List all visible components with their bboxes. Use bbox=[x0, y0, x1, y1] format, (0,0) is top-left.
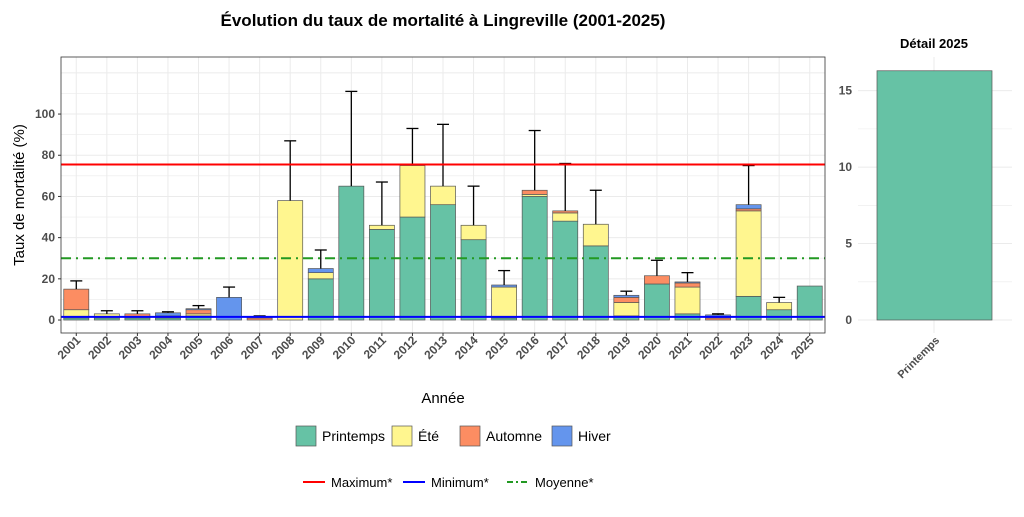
legend-label-printemps: Printemps bbox=[322, 428, 385, 444]
x-tick-label: 2020 bbox=[635, 333, 664, 362]
x-tick-label: Printemps bbox=[896, 335, 943, 382]
legend-label-maximum: Maximum* bbox=[331, 475, 392, 490]
bar-printemps-2024 bbox=[766, 309, 793, 321]
y-tick-label: 100 bbox=[35, 107, 55, 121]
legend-key-automne bbox=[459, 425, 481, 447]
x-tick-label: 2007 bbox=[238, 333, 267, 362]
bar-été-2011 bbox=[369, 224, 395, 230]
bar-automne-2005 bbox=[185, 309, 212, 315]
x-tick-label: 2013 bbox=[421, 333, 450, 362]
plot-border bbox=[60, 56, 826, 334]
y-tick-label: 20 bbox=[42, 272, 56, 286]
bar-été-2019 bbox=[613, 302, 640, 317]
bar-hiver-2019 bbox=[613, 294, 640, 298]
bar-été-2008 bbox=[277, 200, 304, 321]
bar-automne-2001 bbox=[63, 288, 90, 311]
bar-hiver-2004 bbox=[155, 312, 181, 317]
bar-printemps-2012 bbox=[399, 216, 426, 321]
x-tick-label: 2023 bbox=[727, 333, 756, 362]
bar-printemps-2010 bbox=[338, 185, 365, 321]
bar-hiver-2015 bbox=[491, 284, 517, 288]
x-tick-label: 2008 bbox=[269, 333, 298, 362]
bar-automne-2021 bbox=[674, 282, 701, 288]
x-tick-label: 2003 bbox=[116, 333, 145, 362]
legend-label-minimum: Minimum* bbox=[431, 475, 489, 490]
x-tick-label: 2022 bbox=[696, 333, 725, 362]
x-tick-label: 2010 bbox=[330, 333, 359, 362]
y-tick-label: 60 bbox=[42, 189, 56, 203]
y-axis-label: Taux de mortalité (%) bbox=[11, 124, 28, 266]
bar-été-2021 bbox=[674, 286, 701, 315]
x-tick-label: 2016 bbox=[513, 333, 542, 362]
bar-automne-2016 bbox=[521, 189, 548, 195]
main-plot: 0 20 40 60 80 100 2001 2002 2003 2004 2005 2006 2007… bbox=[35, 56, 826, 362]
bar-été-2014 bbox=[460, 224, 487, 241]
y-tick-label: 10 bbox=[839, 160, 853, 174]
bar-automne-2017 bbox=[552, 210, 579, 214]
bar-été-2018 bbox=[582, 223, 609, 247]
y-tick-label: 15 bbox=[839, 84, 853, 98]
x-tick-label: 2014 bbox=[452, 333, 481, 362]
y-tick-label: 40 bbox=[42, 231, 56, 245]
x-tick-label: 2018 bbox=[574, 333, 603, 362]
bar-hiver-2023 bbox=[735, 204, 762, 210]
x-tick-label: 2019 bbox=[605, 333, 634, 362]
bar-hiver-2021 bbox=[674, 281, 701, 284]
bar-automne-2020 bbox=[644, 275, 670, 285]
x-tick-label: 2015 bbox=[482, 333, 511, 362]
bar-printemps-2020 bbox=[644, 283, 670, 321]
reference-legend: Maximum* Minimum* Moyenne* bbox=[303, 475, 594, 490]
bar-été-2012 bbox=[399, 165, 426, 218]
x-tick-label: 2024 bbox=[757, 333, 786, 362]
bar-été-2017 bbox=[552, 212, 579, 222]
bar-hiver-2005 bbox=[185, 308, 212, 311]
x-tick-label: 2011 bbox=[361, 333, 390, 362]
x-tick-label: 2021 bbox=[666, 333, 695, 362]
bar-printemps-2018 bbox=[582, 245, 609, 321]
bar-printemps-2013 bbox=[430, 204, 456, 321]
y-tick-label: 0 bbox=[845, 313, 852, 327]
legend-label-été: Été bbox=[418, 428, 439, 444]
bar-été-2015 bbox=[491, 286, 517, 319]
x-tick-label: 2002 bbox=[85, 333, 114, 362]
bar-été-2023 bbox=[735, 210, 762, 297]
y-tick-label: 0 bbox=[48, 313, 55, 327]
x-tick-label: 2001 bbox=[55, 333, 84, 362]
legend-label-hiver: Hiver bbox=[578, 428, 611, 444]
detail-title: Détail 2025 bbox=[900, 36, 968, 51]
detail-plot: 0 5 10 15 Printemps bbox=[839, 57, 1012, 381]
x-tick-label: 2004 bbox=[146, 333, 175, 362]
bar-printemps-2025 bbox=[796, 285, 823, 321]
x-tick-label: 2005 bbox=[177, 333, 206, 362]
bar-printemps-2009 bbox=[307, 278, 334, 321]
legend-key-hiver bbox=[551, 425, 573, 447]
bar-été-2009 bbox=[307, 272, 334, 280]
legend-key-printemps bbox=[295, 425, 317, 447]
legend-label-moyenne: Moyenne* bbox=[535, 475, 594, 490]
legend-key-été bbox=[391, 425, 413, 447]
x-tick-label: 2009 bbox=[299, 333, 328, 362]
bar-été-2013 bbox=[430, 185, 456, 206]
x-tick-label: 2012 bbox=[391, 333, 420, 362]
bar-printemps-2017 bbox=[552, 220, 579, 321]
bar-été-2024 bbox=[766, 302, 793, 311]
x-tick-label: 2025 bbox=[788, 333, 817, 362]
legend-label-automne: Automne bbox=[486, 428, 542, 444]
x-tick-label: 2017 bbox=[544, 333, 573, 362]
bar-automne-2019 bbox=[613, 297, 640, 303]
bar-hiver-2009 bbox=[307, 268, 334, 274]
y-tick-label: 80 bbox=[42, 148, 56, 162]
x-tick-label: 2006 bbox=[207, 333, 236, 362]
bar-printemps-2011 bbox=[369, 229, 395, 321]
chart-title: Évolution du taux de mortalité à Lingrev… bbox=[221, 11, 666, 30]
bar-printemps-2014 bbox=[460, 239, 487, 321]
y-tick-label: 5 bbox=[845, 237, 852, 251]
bar-printemps-2025 bbox=[876, 70, 993, 321]
season-legend: Printemps Été Automne Hiver bbox=[295, 425, 611, 447]
x-axis-label: Année bbox=[421, 390, 464, 407]
